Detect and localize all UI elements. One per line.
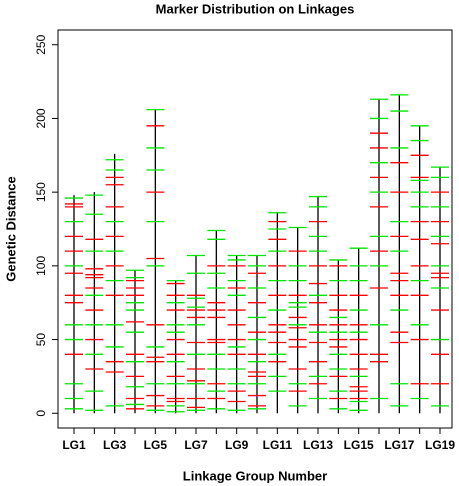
x-tick-label: LG17 (384, 438, 414, 452)
y-tick-label: 0 (34, 410, 48, 417)
x-tick-label: LG19 (425, 438, 455, 452)
x-tick-label: LG3 (103, 438, 127, 452)
x-tick-label: LG1 (62, 438, 86, 452)
y-tick-label: 250 (34, 34, 48, 54)
chart-title: Marker Distribution on Linkages (156, 1, 355, 16)
x-axis-label: Linkage Group Number (183, 468, 327, 483)
x-tick-label: LG13 (303, 438, 333, 452)
x-tick-label: LG11 (263, 438, 293, 452)
plot-frame (57, 29, 453, 429)
y-tick-label: 200 (34, 108, 48, 128)
y-tick-label: 50 (34, 333, 48, 347)
y-tick-label: 100 (34, 256, 48, 276)
y-tick-label: 150 (34, 182, 48, 202)
x-tick-label: LG9 (225, 438, 249, 452)
y-axis-label: Genetic Distance (3, 176, 18, 282)
x-tick-label: LG5 (144, 438, 168, 452)
x-tick-label: LG7 (184, 438, 208, 452)
x-tick-label: LG15 (344, 438, 374, 452)
